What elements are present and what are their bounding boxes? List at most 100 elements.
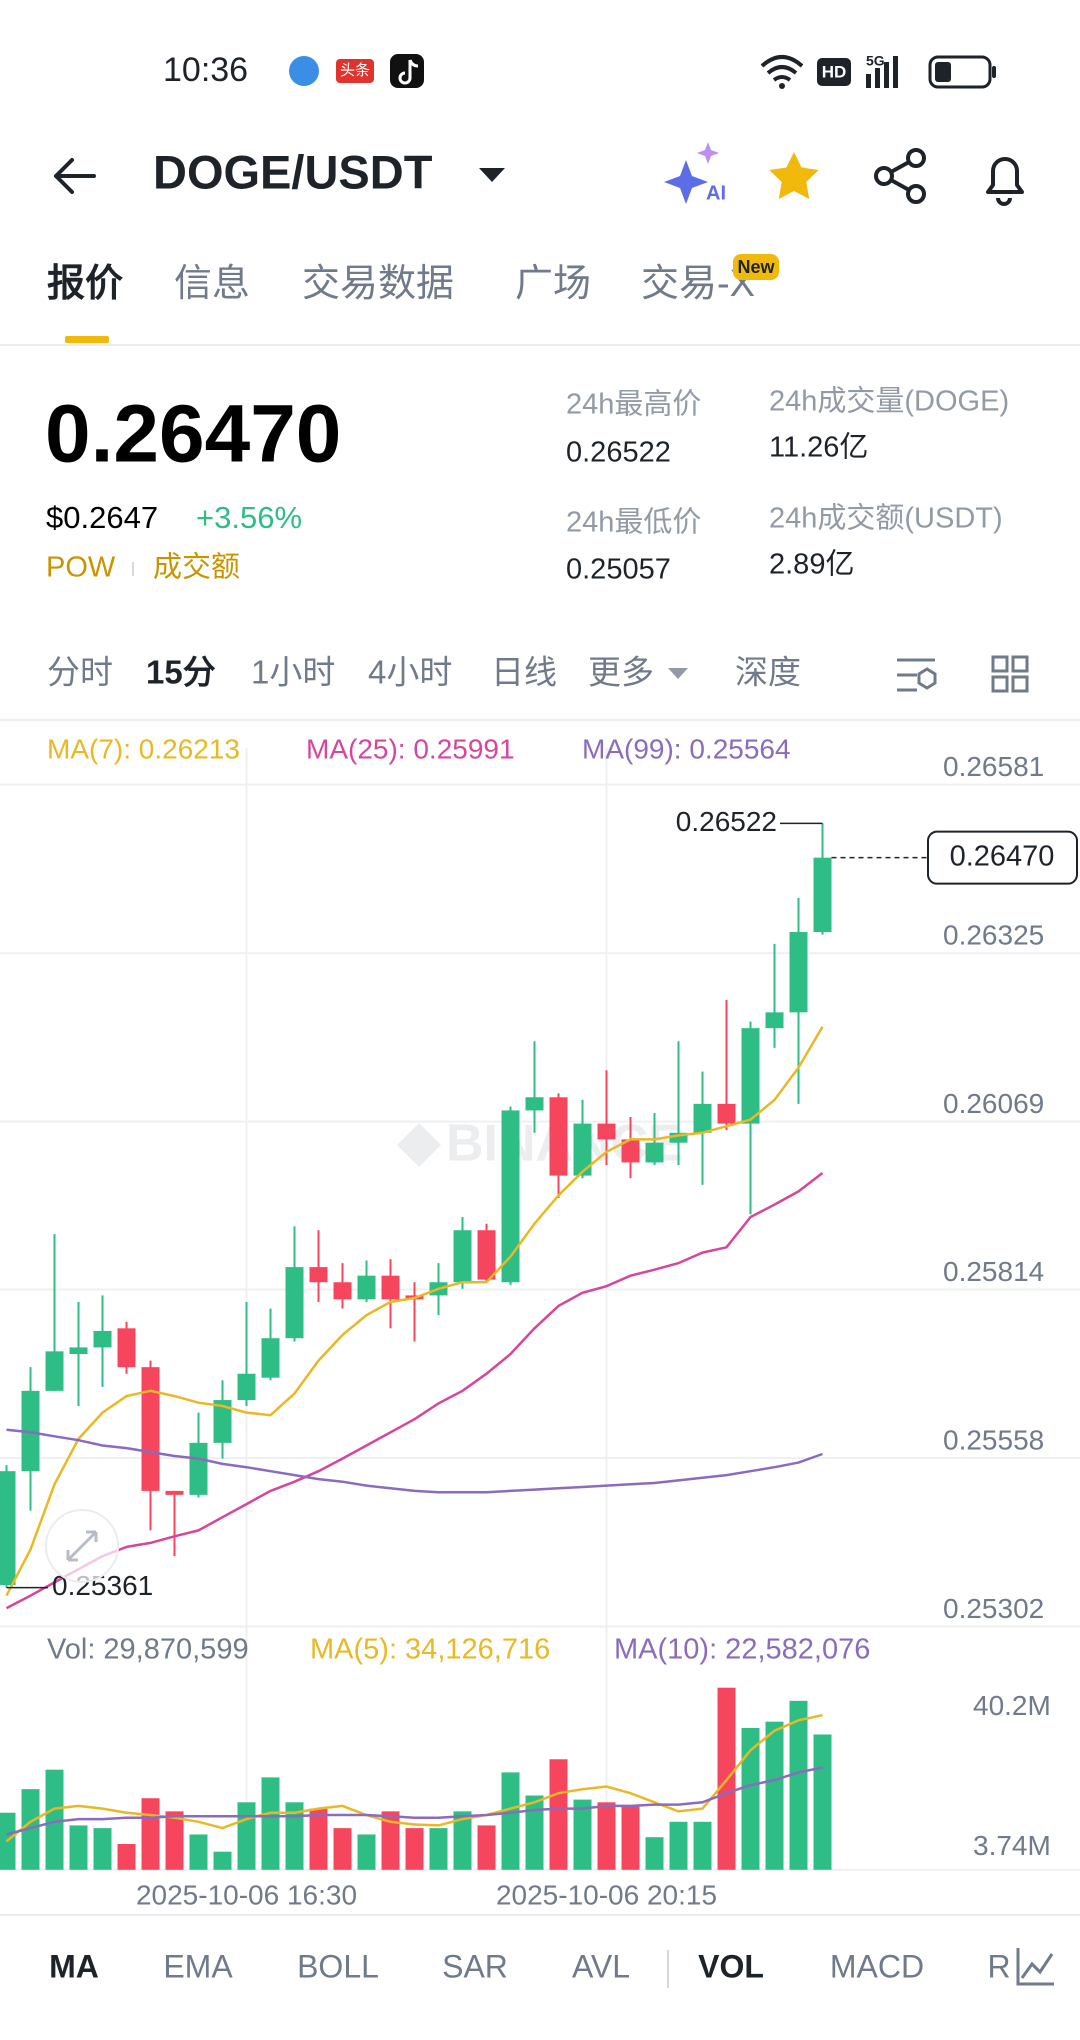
candle-body bbox=[165, 1490, 184, 1495]
app-icon bbox=[289, 56, 319, 86]
volume-bar bbox=[309, 1808, 328, 1870]
volume-bar bbox=[333, 1828, 352, 1870]
new-badge-text: New bbox=[737, 257, 775, 277]
indicator-tab[interactable]: EMA bbox=[163, 1948, 233, 1984]
candle-body bbox=[645, 1142, 664, 1163]
ma-line bbox=[5, 1172, 824, 1610]
volume-bar bbox=[741, 1728, 760, 1870]
indicator-tab[interactable]: MA bbox=[49, 1948, 99, 1984]
ai-sparkle bbox=[697, 142, 719, 164]
interval[interactable]: 15分 bbox=[146, 654, 216, 691]
candle-body bbox=[549, 1097, 568, 1176]
share-button[interactable] bbox=[874, 148, 926, 204]
interval[interactable]: 日线 bbox=[491, 654, 557, 691]
volume-bar bbox=[237, 1802, 256, 1870]
volume-legend: MA(5): 34,126,716 bbox=[310, 1634, 550, 1666]
back-button[interactable] bbox=[54, 158, 96, 194]
volume-bar bbox=[141, 1798, 160, 1870]
tab[interactable]: 广场 bbox=[515, 263, 591, 305]
ma-legend: MA(99): 0.25564 bbox=[582, 733, 791, 764]
candle-body bbox=[117, 1328, 136, 1368]
stat-label: 24h成交额(USDT) bbox=[769, 502, 1003, 535]
volume-bar bbox=[381, 1811, 400, 1870]
chart-style-button[interactable] bbox=[1016, 1948, 1054, 1986]
candle-body bbox=[525, 1097, 544, 1111]
ai-star[interactable] bbox=[664, 160, 708, 204]
hd-icon bbox=[817, 58, 851, 86]
signal-icon bbox=[866, 56, 898, 88]
bottom-edge bbox=[0, 2030, 1080, 2040]
indicator-tab[interactable]: BOLL bbox=[297, 1948, 379, 1984]
tab[interactable]: 报价 bbox=[47, 263, 123, 305]
volume-ma-line bbox=[6, 1766, 823, 1836]
battery-level bbox=[935, 62, 951, 82]
candle-body bbox=[141, 1367, 160, 1491]
stat-label: 24h最高价 bbox=[566, 388, 701, 421]
volume-legend: MA(10): 22,582,076 bbox=[614, 1634, 870, 1666]
volume-bar bbox=[117, 1843, 136, 1870]
tab[interactable]: 信息 bbox=[174, 263, 250, 305]
indicator-settings[interactable] bbox=[897, 658, 937, 692]
watermark: BINANCE bbox=[397, 1115, 683, 1173]
stat-label: 24h最低价 bbox=[566, 506, 701, 539]
volume-bar bbox=[765, 1721, 784, 1870]
volume-bar bbox=[357, 1834, 376, 1870]
x-tick-label: 2025-10-06 16:30 bbox=[136, 1879, 357, 1910]
divider bbox=[0, 1914, 1080, 1916]
last-price: 0.26470 bbox=[45, 389, 341, 480]
plot: 0.26581 0.26325 0.26069 0.25814 0.25558 0.253… bbox=[0, 733, 1078, 1910]
interval[interactable]: 分时 bbox=[47, 654, 113, 691]
interval[interactable]: 深度 bbox=[735, 654, 801, 691]
y-tick-label: 0.26581 bbox=[943, 751, 1044, 782]
volume-legend: Vol: 29,870,599 bbox=[47, 1634, 249, 1666]
active-tab-indicator bbox=[65, 336, 109, 343]
candle-body bbox=[261, 1338, 280, 1378]
tag[interactable]: POW bbox=[46, 552, 116, 584]
indicator-tab[interactable]: AVL bbox=[572, 1948, 630, 1984]
ma-legend: MA(25): 0.25991 bbox=[306, 733, 515, 764]
ma-legend: MA(7): 0.26213 bbox=[47, 733, 240, 764]
volume-bar bbox=[621, 1805, 640, 1870]
x-tick-label: 2025-10-06 20:15 bbox=[496, 1879, 717, 1910]
high-marker: 0.26522 bbox=[676, 806, 777, 837]
volume-bar bbox=[213, 1851, 232, 1870]
candle-body bbox=[285, 1267, 304, 1339]
interval[interactable]: 1小时 bbox=[251, 654, 335, 691]
tag[interactable]: 成交额 bbox=[153, 551, 240, 584]
expand-icon bbox=[66, 1530, 98, 1562]
fade bbox=[1010, 1930, 1080, 2008]
tag-separator bbox=[132, 562, 134, 576]
tiktok-icon bbox=[390, 54, 424, 88]
grid bbox=[0, 748, 1080, 1871]
volume-bar bbox=[789, 1700, 808, 1870]
indicator-tab[interactable]: R bbox=[987, 1948, 1010, 1984]
watermark-logo bbox=[397, 1123, 441, 1167]
stat-value: 0.26522 bbox=[566, 437, 671, 469]
interval[interactable]: 更多 bbox=[588, 654, 654, 691]
candle-body bbox=[621, 1139, 640, 1163]
layout-button[interactable] bbox=[991, 655, 1029, 693]
pair-dropdown[interactable] bbox=[479, 168, 505, 182]
volume-bar bbox=[69, 1825, 88, 1870]
more-dropdown[interactable] bbox=[668, 668, 688, 679]
stat-value: 0.25057 bbox=[566, 554, 671, 586]
indicator-tab[interactable]: VOL bbox=[698, 1948, 764, 1984]
wifi-dot bbox=[779, 83, 785, 89]
pair-title[interactable]: DOGE/USDT bbox=[153, 145, 433, 198]
indicator-tab[interactable]: SAR bbox=[442, 1948, 508, 1984]
tiktok-glyph bbox=[398, 59, 419, 85]
wifi-icon bbox=[760, 55, 804, 82]
candle-body bbox=[573, 1123, 592, 1176]
favorite-star[interactable] bbox=[769, 152, 819, 199]
interval[interactable]: 4小时 bbox=[368, 654, 452, 691]
candle-body bbox=[213, 1400, 232, 1443]
indicator-tab[interactable]: MACD bbox=[830, 1948, 924, 1984]
alert-button[interactable] bbox=[986, 157, 1024, 206]
volume-bar bbox=[477, 1825, 496, 1870]
candle-body bbox=[21, 1390, 40, 1472]
volume-bar bbox=[93, 1828, 112, 1870]
tab[interactable]: 交易数据 bbox=[302, 263, 454, 305]
ai-text: AI bbox=[706, 182, 726, 204]
volume-bar bbox=[501, 1772, 520, 1870]
network-text: 5G bbox=[866, 53, 885, 69]
